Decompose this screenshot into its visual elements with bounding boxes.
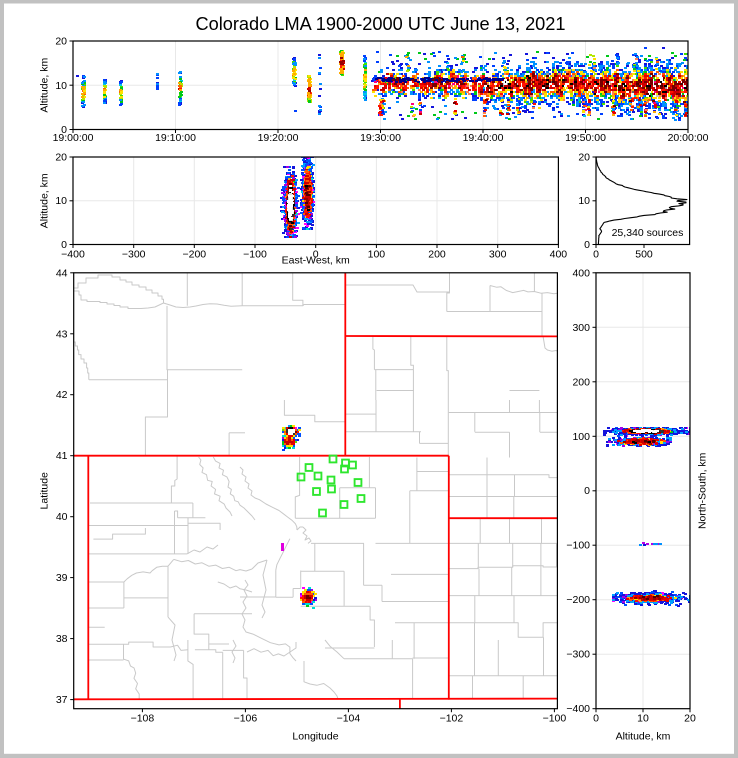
svg-text:Colorado LMA 1900-2000 UTC Jun: Colorado LMA 1900-2000 UTC June 13, 2021 — [195, 14, 565, 34]
svg-text:−108: −108 — [131, 713, 155, 725]
svg-text:19:20:00: 19:20:00 — [258, 132, 299, 144]
svg-text:38: 38 — [56, 633, 68, 645]
svg-text:19:30:00: 19:30:00 — [360, 132, 401, 144]
svg-text:0: 0 — [593, 249, 599, 261]
svg-text:−300: −300 — [566, 649, 590, 661]
svg-text:41: 41 — [56, 450, 68, 462]
svg-text:300: 300 — [572, 322, 590, 334]
svg-text:0: 0 — [584, 239, 590, 251]
svg-text:Altitude, km: Altitude, km — [38, 58, 50, 113]
svg-text:200: 200 — [572, 376, 590, 388]
svg-text:0: 0 — [61, 124, 67, 136]
svg-text:North-South, km: North-South, km — [697, 452, 709, 529]
svg-text:39: 39 — [56, 572, 68, 584]
svg-text:19:10:00: 19:10:00 — [155, 132, 196, 144]
svg-text:−104: −104 — [337, 713, 361, 725]
svg-text:−400: −400 — [61, 249, 85, 261]
svg-text:−102: −102 — [440, 713, 464, 725]
svg-text:Altitude, km: Altitude, km — [38, 173, 50, 228]
svg-text:−106: −106 — [234, 713, 258, 725]
svg-text:Altitude, km: Altitude, km — [616, 731, 671, 743]
svg-text:0: 0 — [593, 713, 599, 725]
svg-text:43: 43 — [56, 328, 68, 340]
svg-text:0: 0 — [584, 485, 590, 497]
svg-text:400: 400 — [572, 267, 590, 279]
svg-text:Latitude: Latitude — [39, 472, 51, 510]
svg-text:20: 20 — [55, 36, 67, 48]
svg-text:300: 300 — [489, 249, 507, 261]
svg-text:−200: −200 — [566, 594, 590, 606]
svg-text:400: 400 — [550, 249, 568, 261]
svg-text:42: 42 — [56, 389, 68, 401]
svg-text:19:00:00: 19:00:00 — [53, 132, 94, 144]
svg-text:−200: −200 — [182, 249, 206, 261]
svg-text:100: 100 — [368, 249, 386, 261]
svg-text:10: 10 — [578, 195, 590, 207]
svg-text:−300: −300 — [122, 249, 146, 261]
svg-text:0: 0 — [313, 249, 319, 261]
svg-text:East-West, km: East-West, km — [282, 255, 350, 267]
svg-text:40: 40 — [56, 511, 68, 523]
svg-text:−100: −100 — [543, 713, 567, 725]
svg-text:20: 20 — [55, 152, 67, 164]
svg-text:20:00:00: 20:00:00 — [668, 132, 709, 144]
svg-text:19:50:00: 19:50:00 — [565, 132, 606, 144]
svg-text:500: 500 — [635, 249, 653, 261]
svg-text:Longitude: Longitude — [292, 731, 338, 743]
svg-text:0: 0 — [61, 239, 67, 251]
svg-text:20: 20 — [684, 713, 696, 725]
svg-text:−100: −100 — [566, 540, 590, 552]
svg-text:37: 37 — [56, 694, 68, 706]
svg-text:200: 200 — [428, 249, 446, 261]
svg-text:25,340 sources: 25,340 sources — [612, 227, 684, 239]
svg-text:−400: −400 — [566, 703, 590, 715]
svg-text:19:40:00: 19:40:00 — [463, 132, 504, 144]
svg-text:10: 10 — [55, 80, 67, 92]
svg-text:20: 20 — [578, 152, 590, 164]
svg-text:100: 100 — [572, 431, 590, 443]
svg-text:44: 44 — [56, 267, 68, 279]
svg-text:−100: −100 — [243, 249, 267, 261]
svg-text:10: 10 — [637, 713, 649, 725]
svg-text:10: 10 — [55, 195, 67, 207]
